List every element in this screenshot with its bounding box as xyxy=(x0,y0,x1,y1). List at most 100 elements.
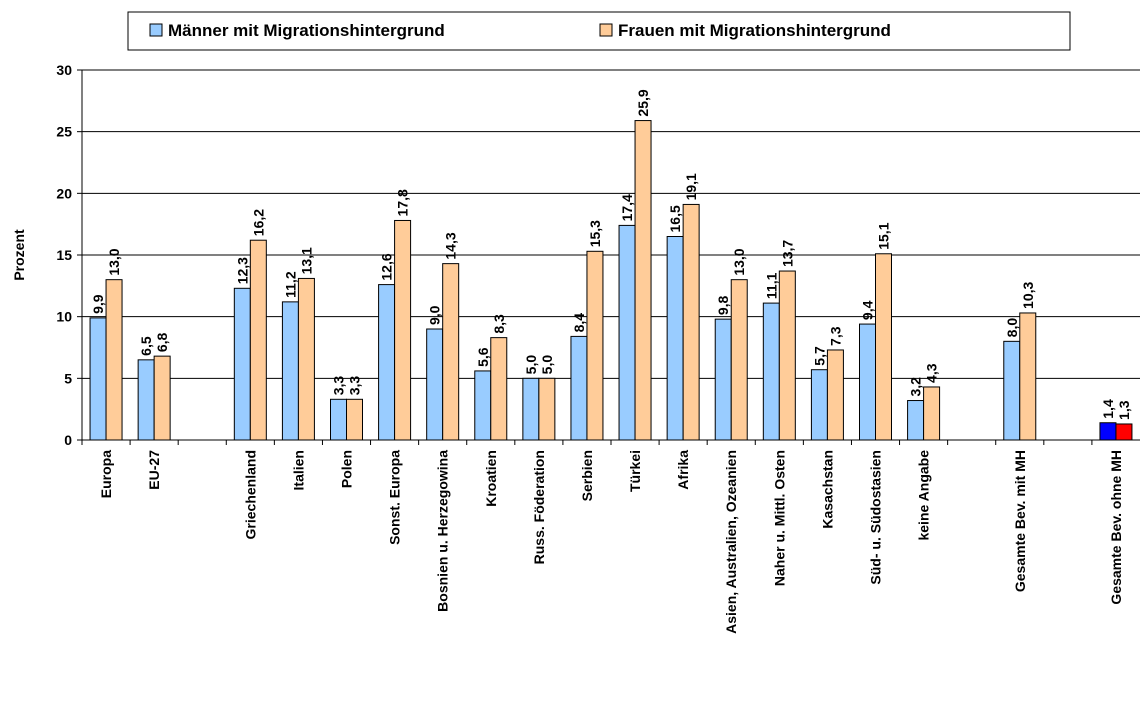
data-label: 6,8 xyxy=(154,332,170,352)
data-label: 5,7 xyxy=(811,346,827,366)
data-label: 13,0 xyxy=(731,248,747,275)
bar xyxy=(682,203,700,441)
bar xyxy=(281,301,299,441)
bar xyxy=(1019,312,1037,441)
bar xyxy=(233,287,251,441)
x-tick-label: Serbien xyxy=(579,450,595,501)
data-label: 8,3 xyxy=(491,314,507,334)
x-tick-label: Süd- u. Südostasien xyxy=(868,450,884,585)
y-tick-label: 10 xyxy=(56,309,72,325)
legend-swatch xyxy=(149,23,163,37)
data-label: 3,3 xyxy=(331,376,347,396)
x-tick-label: Russ. Föderation xyxy=(531,450,547,564)
bar xyxy=(586,250,604,441)
data-label: 15,3 xyxy=(587,220,603,247)
x-tick-label: Asien, Australien, Ozeanien xyxy=(723,450,739,634)
data-label: 16,5 xyxy=(667,205,683,232)
data-label: 13,1 xyxy=(298,247,314,274)
data-label: 25,9 xyxy=(635,89,651,116)
x-tick-label: Afrika xyxy=(675,450,691,490)
data-label: 1,4 xyxy=(1100,399,1116,419)
data-label: 17,8 xyxy=(395,189,411,216)
legend-label: Männer mit Migrationshintergrund xyxy=(168,21,445,40)
data-label: 13,0 xyxy=(106,248,122,275)
data-label: 6,5 xyxy=(138,336,154,356)
data-label: 1,3 xyxy=(1116,400,1132,420)
data-label: 12,6 xyxy=(379,253,395,280)
data-label: 8,0 xyxy=(1004,318,1020,338)
data-label: 7,3 xyxy=(827,326,843,346)
bar xyxy=(859,323,876,441)
x-tick-label: Naher u. Mittl. Osten xyxy=(771,450,787,586)
y-tick-label: 25 xyxy=(56,124,72,140)
x-tick-label: Kasachstan xyxy=(819,450,835,529)
data-label: 12,3 xyxy=(234,257,250,284)
data-label: 5,6 xyxy=(475,347,491,367)
bar xyxy=(907,400,925,441)
y-tick-label: 0 xyxy=(64,432,72,448)
x-tick-label: Gesamte Bev. mit MH xyxy=(1012,450,1028,592)
bar xyxy=(618,224,636,441)
legend-swatch xyxy=(599,23,613,37)
bar xyxy=(730,279,748,441)
bar xyxy=(297,277,315,441)
bar xyxy=(378,284,396,441)
data-label: 3,2 xyxy=(908,377,924,397)
data-label: 17,4 xyxy=(619,194,635,221)
data-label: 14,3 xyxy=(443,232,459,259)
bar xyxy=(394,219,412,441)
data-label: 13,7 xyxy=(779,240,795,267)
bar xyxy=(490,337,508,441)
data-label: 15,1 xyxy=(876,222,892,249)
data-label: 9,9 xyxy=(90,294,106,314)
data-label: 16,2 xyxy=(250,209,266,236)
bar xyxy=(714,318,732,441)
bar xyxy=(346,398,363,441)
x-tick-label: Sonst. Europa xyxy=(387,450,403,545)
data-label: 8,4 xyxy=(571,313,587,333)
bar xyxy=(570,335,588,441)
bar xyxy=(89,317,107,441)
x-tick-label: Italien xyxy=(290,450,306,490)
data-label: 9,8 xyxy=(715,295,731,315)
y-tick-label: 30 xyxy=(56,62,72,78)
bar xyxy=(137,359,155,441)
bar xyxy=(762,302,780,441)
x-tick-label: EU-27 xyxy=(146,450,162,490)
bar xyxy=(474,370,492,441)
bar xyxy=(826,349,844,441)
data-label: 11,2 xyxy=(282,271,298,298)
y-tick-label: 5 xyxy=(64,370,72,386)
data-label: 9,4 xyxy=(860,300,876,320)
bar xyxy=(249,239,267,441)
x-tick-label: keine Angabe xyxy=(916,450,932,541)
x-tick-label: Griechenland xyxy=(242,450,258,539)
bar xyxy=(875,253,892,441)
bar xyxy=(634,120,652,441)
x-tick-label: Europa xyxy=(98,450,114,498)
data-label: 10,3 xyxy=(1020,282,1036,309)
data-label: 5,0 xyxy=(523,355,539,375)
x-tick-label: Kroatien xyxy=(483,450,499,507)
bar xyxy=(810,369,828,441)
data-label: 4,3 xyxy=(924,363,940,383)
data-label: 9,0 xyxy=(427,305,443,325)
x-tick-label: Bosnien u. Herzegowina xyxy=(435,450,451,612)
legend-label: Frauen mit Migrationshintergrund xyxy=(618,21,891,40)
data-label: 5,0 xyxy=(539,355,555,375)
bar xyxy=(666,236,684,441)
bar xyxy=(105,279,123,441)
x-tick-label: Türkei xyxy=(627,450,643,492)
bar xyxy=(330,398,347,441)
bar xyxy=(778,270,796,441)
data-label: 19,1 xyxy=(683,173,699,200)
bar xyxy=(426,328,444,441)
bar xyxy=(1003,340,1021,441)
bar xyxy=(522,377,540,441)
x-tick-label: Polen xyxy=(339,450,355,488)
x-tick-label: Gesamte Bev. ohne MH xyxy=(1108,450,1124,605)
legend-box xyxy=(127,11,1071,51)
y-axis-label: Prozent xyxy=(11,229,27,281)
data-label: 11,1 xyxy=(763,272,779,299)
